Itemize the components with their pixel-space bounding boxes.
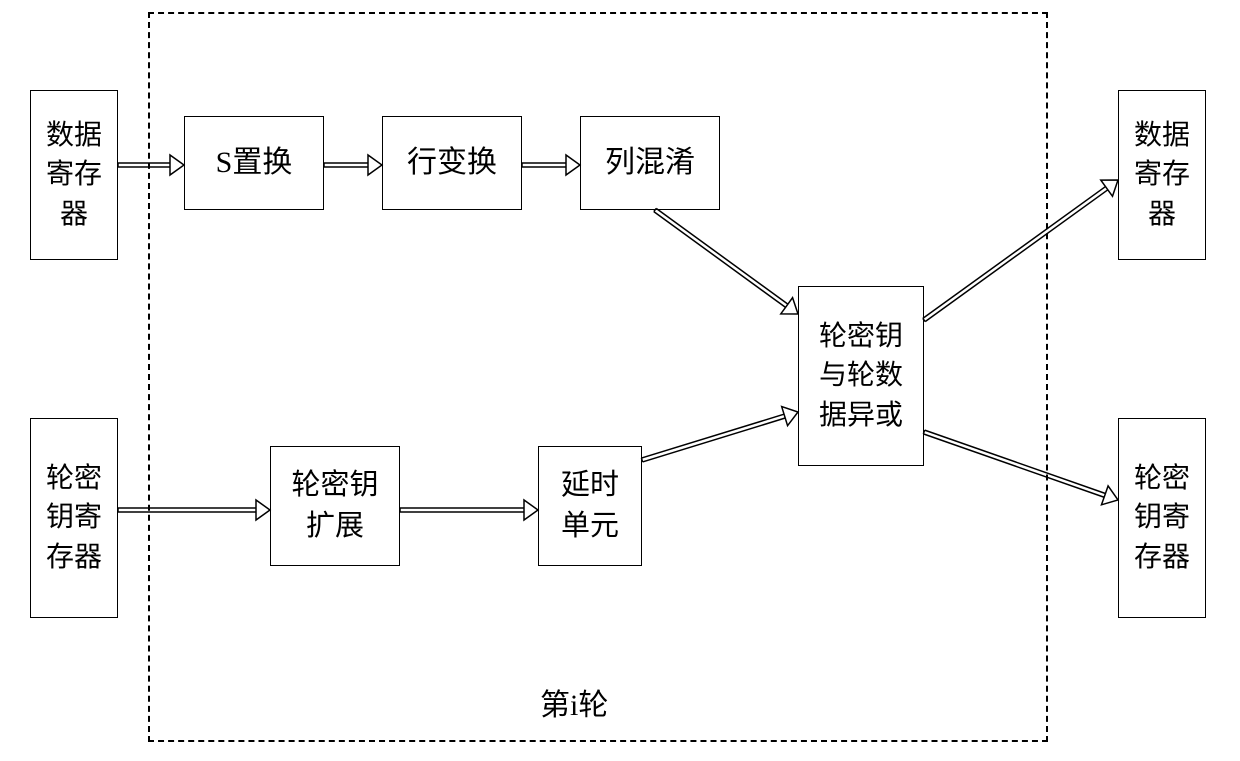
box-key-reg-left: 轮密 钥寄 存器 — [30, 418, 118, 618]
box-data-reg-left: 数据 寄存 器 — [30, 90, 118, 260]
label: 延时 单元 — [561, 465, 619, 546]
label: 数据 寄存 器 — [46, 116, 102, 234]
label: 第i轮 — [540, 689, 608, 722]
label: 轮密钥 与轮数 据异或 — [819, 317, 903, 435]
box-s-sub: S置换 — [184, 116, 324, 210]
box-key-reg-right: 轮密 钥寄 存器 — [1118, 418, 1206, 618]
box-xor: 轮密钥 与轮数 据异或 — [798, 286, 924, 466]
box-row-trans: 行变换 — [382, 116, 522, 210]
label: 轮密 钥寄 存器 — [1134, 459, 1190, 577]
label: 轮密钥 扩展 — [291, 465, 378, 546]
round-caption: 第i轮 — [540, 680, 608, 724]
label: 列混淆 — [605, 142, 695, 184]
box-delay: 延时 单元 — [538, 446, 642, 566]
label: 数据 寄存 器 — [1134, 116, 1190, 234]
box-data-reg-right: 数据 寄存 器 — [1118, 90, 1206, 260]
label: 行变换 — [407, 142, 497, 184]
box-mix-col: 列混淆 — [580, 116, 720, 210]
label: S置换 — [216, 142, 293, 184]
box-key-expand: 轮密钥 扩展 — [270, 446, 400, 566]
label: 轮密 钥寄 存器 — [46, 459, 102, 577]
